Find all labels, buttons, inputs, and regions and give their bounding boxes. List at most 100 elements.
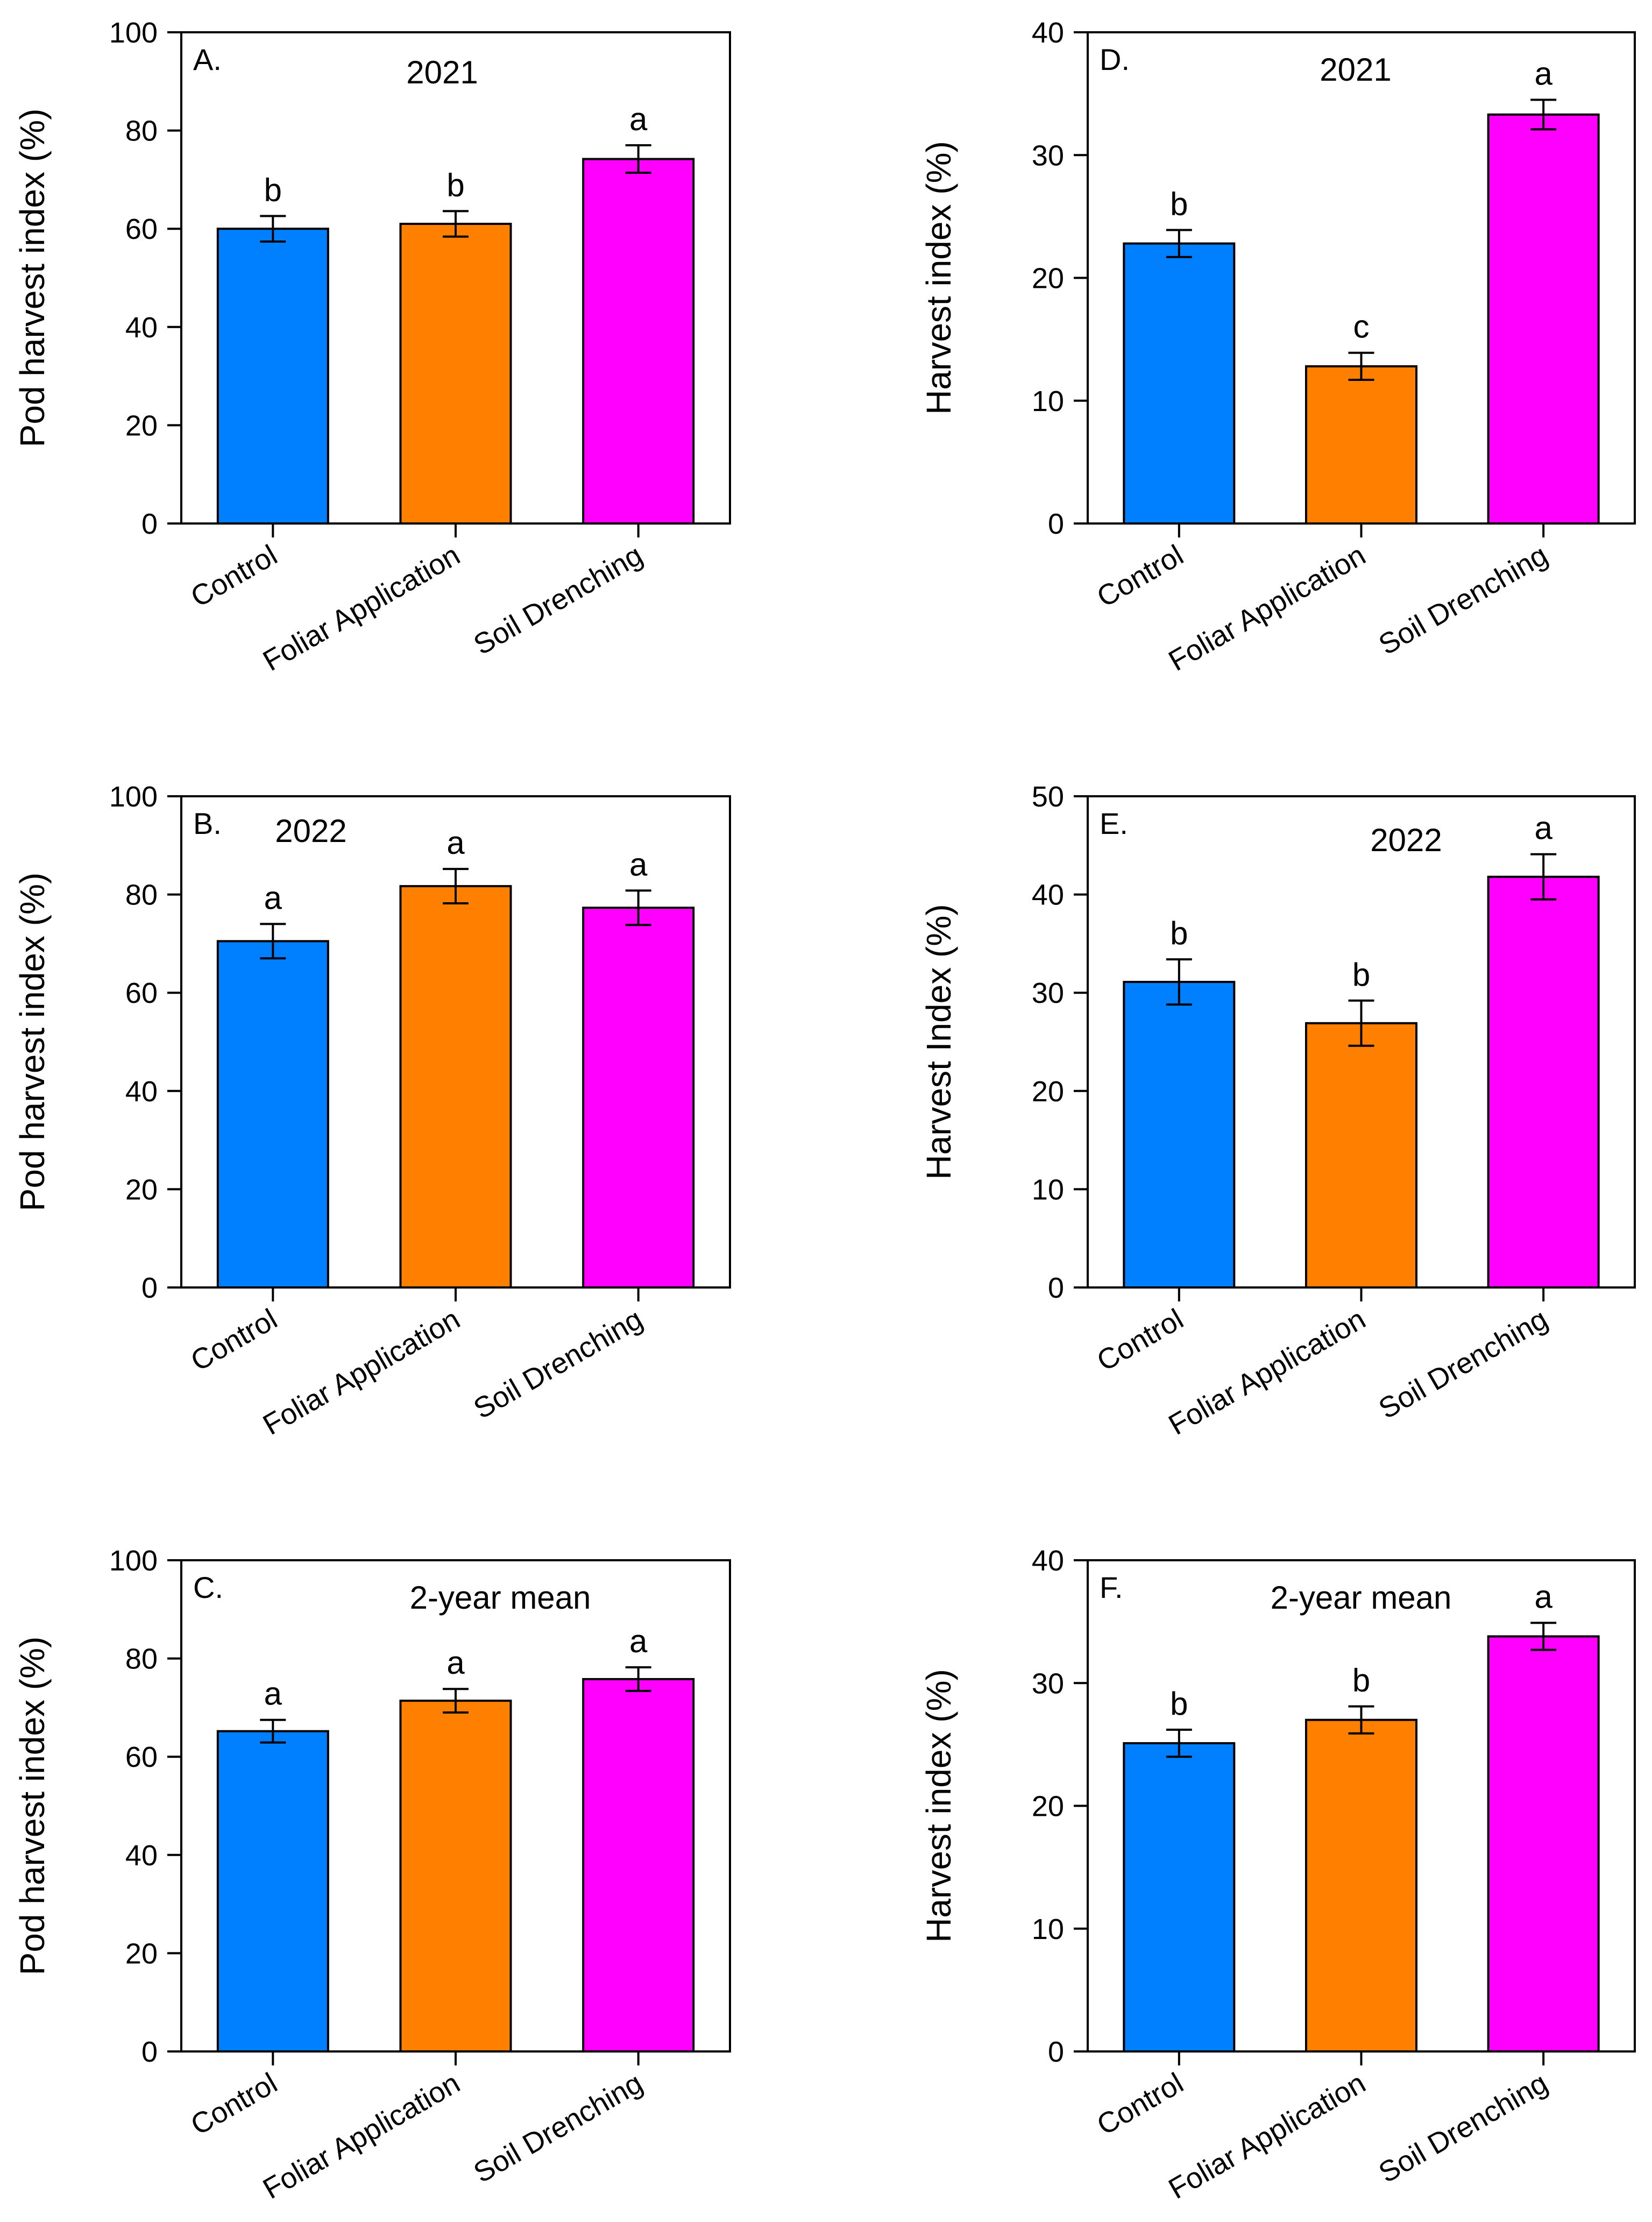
significance-letter-foliar-application: b — [446, 167, 464, 203]
panel-label: F. — [1100, 1570, 1123, 1604]
y-tick-label: 10 — [1032, 1173, 1064, 1206]
panel-subtitle: 2021 — [406, 54, 478, 90]
y-tick-label: 20 — [1032, 1791, 1064, 1823]
error-bar-foliar-application — [1348, 999, 1374, 1047]
bar-foliar-application — [1305, 1022, 1417, 1289]
y-tick-label: 80 — [125, 1643, 158, 1675]
bar-control — [1123, 1742, 1236, 2053]
panel-subtitle: 2022 — [275, 813, 346, 849]
x-category-label-foliar-application: Foliar Application — [1163, 2067, 1371, 2205]
error-bar-foliar-application — [1348, 1705, 1374, 1735]
significance-letter-control: a — [264, 880, 282, 916]
chart-panel-e: 0 10 20 30 40 50 Harvest Index (%) E. 2022 b Contr… — [919, 781, 1636, 1441]
y-tick-label: 60 — [125, 213, 158, 245]
error-bar-control — [1166, 958, 1192, 1006]
y-tick-label: 30 — [1032, 977, 1064, 1009]
significance-letter-foliar-application: b — [1352, 1662, 1370, 1699]
y-tick-label: 0 — [1048, 2036, 1064, 2068]
x-category-label-soil-drenching: Soil Drenching — [1373, 1303, 1553, 1425]
x-category-label-control: Control — [186, 539, 283, 613]
significance-letter-soil-drenching: a — [1534, 810, 1552, 846]
y-tick-label: 30 — [1032, 139, 1064, 172]
x-category-label-soil-drenching: Soil Drenching — [1373, 539, 1553, 661]
error-bar-control — [260, 215, 286, 243]
panel-label: D. — [1100, 43, 1130, 76]
significance-letter-soil-drenching: a — [1534, 1579, 1552, 1615]
y-tick-label: 0 — [141, 508, 158, 540]
y-tick-label: 40 — [125, 1839, 158, 1872]
significance-letter-foliar-application: a — [446, 825, 465, 861]
bar-control — [216, 1730, 329, 2053]
y-axis-title: Harvest index (%) — [919, 1669, 958, 1943]
x-category-label-control: Control — [1091, 539, 1189, 613]
y-tick-label: 20 — [1032, 263, 1064, 295]
bar-control — [216, 940, 329, 1289]
x-category-label-control: Control — [186, 2067, 283, 2141]
bar-control — [1123, 981, 1236, 1289]
error-bar-control — [1166, 1728, 1192, 1758]
significance-letter-foliar-application: b — [1352, 957, 1370, 993]
x-category-label-foliar-application: Foliar Application — [258, 539, 465, 677]
bar-soil-drenching — [582, 158, 695, 525]
bar-soil-drenching — [1487, 1635, 1600, 2053]
x-category-label-control: Control — [1091, 1303, 1189, 1377]
panel-label: E. — [1100, 806, 1128, 840]
bar-foliar-application — [1305, 1718, 1417, 2053]
x-category-label-foliar-application: Foliar Application — [1163, 1303, 1371, 1441]
x-category-label-control: Control — [1091, 2067, 1189, 2141]
panel-subtitle: 2022 — [1370, 822, 1442, 858]
x-category-label-foliar-application: Foliar Application — [258, 2067, 465, 2205]
y-tick-label: 80 — [125, 879, 158, 911]
significance-letter-soil-drenching: a — [1534, 56, 1552, 92]
panel-subtitle: 2-year mean — [1271, 1580, 1452, 1616]
significance-letter-soil-drenching: a — [629, 1623, 648, 1659]
panel-subtitle: 2021 — [1320, 52, 1391, 88]
x-category-label-foliar-application: Foliar Application — [258, 1303, 465, 1441]
significance-letter-control: b — [1170, 186, 1188, 222]
significance-letter-foliar-application: a — [446, 1645, 465, 1681]
panel-subtitle: 2-year mean — [410, 1580, 591, 1616]
error-bar-soil-drenching — [1530, 853, 1557, 901]
error-bar-foliar-application — [443, 210, 469, 238]
bar-soil-drenching — [582, 907, 695, 1289]
x-category-label-soil-drenching: Soil Drenching — [469, 1303, 648, 1425]
y-tick-label: 60 — [125, 977, 158, 1009]
panel-label: C. — [193, 1570, 223, 1604]
y-tick-label: 0 — [141, 2036, 158, 2068]
error-bar-foliar-application — [1348, 351, 1374, 381]
y-tick-label: 20 — [125, 1173, 158, 1206]
y-tick-label: 40 — [1032, 879, 1064, 911]
y-tick-label: 80 — [125, 115, 158, 147]
x-category-label-soil-drenching: Soil Drenching — [1373, 2067, 1553, 2189]
chart-panel-a: 0 20 40 60 80 100 Pod harvest index (%) A. 2021 b… — [13, 17, 731, 677]
bar-control — [1123, 242, 1236, 525]
error-bar-soil-drenching — [1530, 98, 1557, 131]
significance-letter-soil-drenching: a — [629, 846, 648, 882]
bar-foliar-application — [1305, 365, 1417, 525]
y-tick-label: 40 — [125, 1075, 158, 1108]
error-bar-foliar-application — [443, 1688, 469, 1714]
y-tick-label: 0 — [1048, 508, 1064, 540]
chart-panel-d: 0 10 20 30 40 Harvest index (%) D. 2021 b Control… — [919, 17, 1636, 677]
x-category-label-foliar-application: Foliar Application — [1163, 539, 1371, 677]
y-tick-label: 20 — [1032, 1075, 1064, 1108]
y-axis-title: Harvest Index (%) — [919, 904, 958, 1179]
chart-panel-f: 0 10 20 30 40 Harvest index (%) F. 2-year mean b… — [919, 1545, 1636, 2205]
y-axis-title: Harvest index (%) — [919, 141, 958, 415]
significance-letter-control: b — [264, 172, 282, 208]
error-bar-control — [1166, 229, 1192, 258]
y-axis-title: Pod harvest index (%) — [13, 1637, 52, 1976]
bar-soil-drenching — [1487, 875, 1600, 1289]
bar-control — [216, 228, 329, 525]
panel-label: A. — [193, 43, 222, 76]
error-bar-soil-drenching — [1530, 1622, 1557, 1651]
bar-soil-drenching — [1487, 113, 1600, 525]
y-tick-label: 100 — [109, 781, 158, 813]
error-bar-control — [260, 1718, 286, 1744]
bar-foliar-application — [399, 885, 512, 1289]
significance-letter-foliar-application: c — [1353, 309, 1370, 345]
y-tick-label: 40 — [1032, 17, 1064, 49]
error-bar-foliar-application — [443, 868, 469, 905]
y-tick-label: 40 — [125, 312, 158, 344]
chart-panel-c: 0 20 40 60 80 100 Pod harvest index (%) C. 2-yea… — [13, 1545, 731, 2205]
